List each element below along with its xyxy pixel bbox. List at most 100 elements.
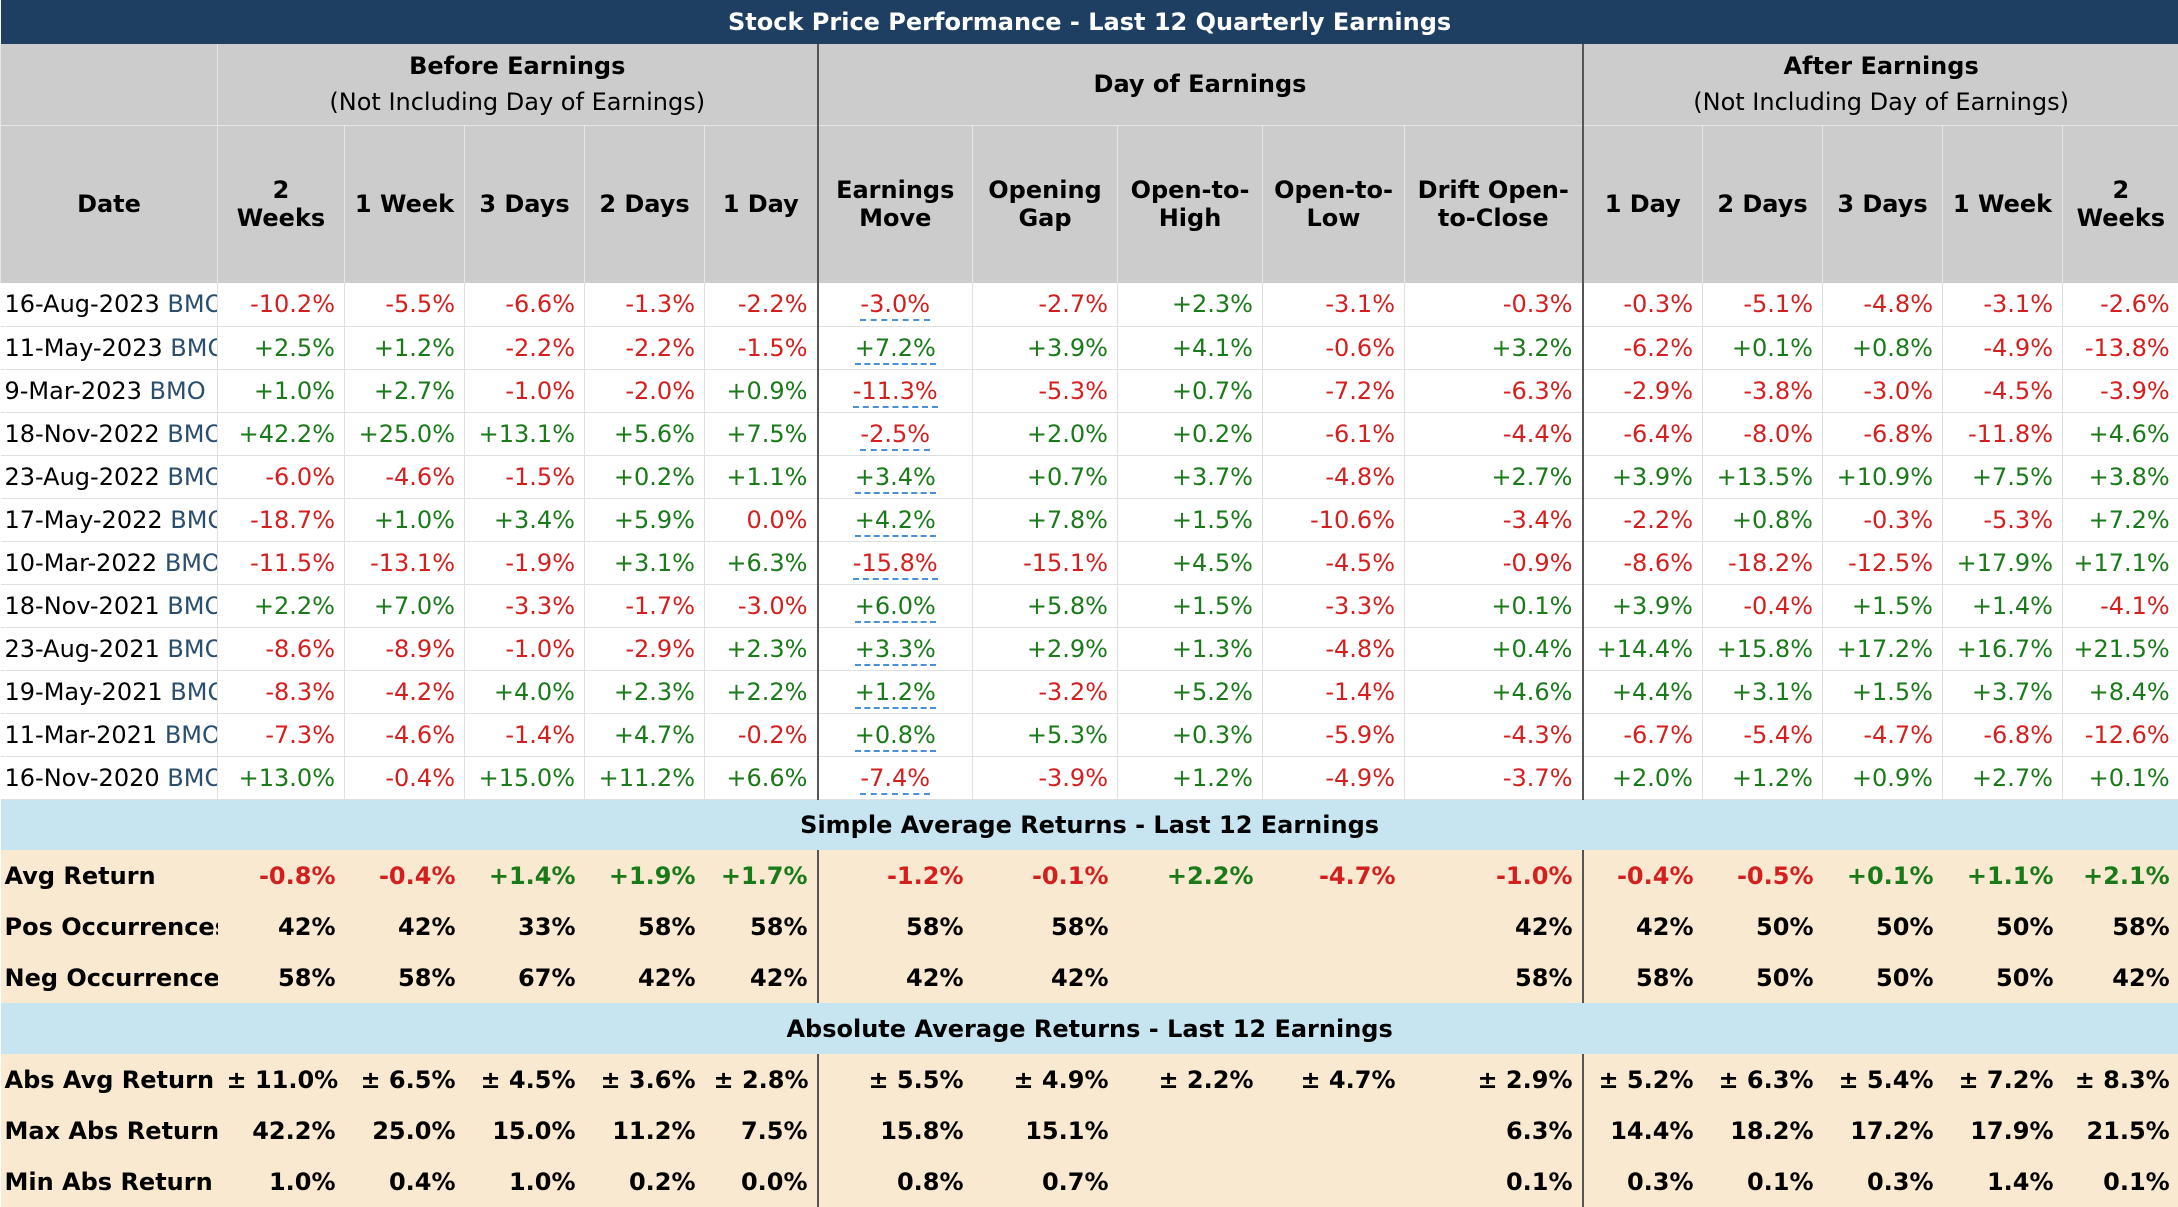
stat-value: -0.4%: [345, 850, 465, 901]
stat-value: +1.1%: [1943, 850, 2063, 901]
table-row: 16-Nov-2020 BMO+13.0%-0.4%+15.0%+11.2%+6…: [1, 756, 2178, 799]
return-cell: +7.2%: [2063, 498, 2178, 541]
return-cell: -4.5%: [1263, 541, 1405, 584]
after-earnings-subtitle: (Not Including Day of Earnings): [1593, 84, 2170, 120]
earnings-move-value[interactable]: +7.2%: [855, 334, 936, 365]
return-cell: -4.8%: [1263, 455, 1405, 498]
return-cell: +4.0%: [465, 670, 585, 713]
earnings-move-cell[interactable]: +7.2%: [818, 326, 973, 369]
stat-value: 58%: [345, 952, 465, 1003]
stat-value: 17.9%: [1943, 1105, 2063, 1156]
stat-value: 42%: [2063, 952, 2178, 1003]
return-cell: +2.5%: [218, 326, 345, 369]
stat-value: 42%: [705, 952, 818, 1003]
return-cell: +13.0%: [218, 756, 345, 799]
return-cell: +7.8%: [973, 498, 1118, 541]
return-cell: +3.8%: [2063, 455, 2178, 498]
return-cell: -0.4%: [1703, 584, 1823, 627]
earnings-move-value[interactable]: +3.4%: [855, 463, 936, 494]
return-cell: -4.3%: [1405, 713, 1583, 756]
before-earnings-title: Before Earnings: [409, 52, 625, 80]
earnings-move-cell[interactable]: +0.8%: [818, 713, 973, 756]
stat-value: ± 3.6%: [585, 1054, 705, 1105]
stat-value: [1263, 1156, 1405, 1207]
return-cell: -4.8%: [1263, 627, 1405, 670]
earnings-move-cell[interactable]: -7.4%: [818, 756, 973, 799]
return-cell: -2.9%: [1583, 369, 1703, 412]
stat-value: 0.0%: [705, 1156, 818, 1207]
stat-value: ± 4.5%: [465, 1054, 585, 1105]
return-cell: -5.3%: [973, 369, 1118, 412]
return-cell: +0.1%: [1703, 326, 1823, 369]
earnings-move-value[interactable]: +3.3%: [855, 635, 936, 666]
earnings-timing: BMO: [165, 549, 218, 577]
earnings-move-cell[interactable]: +1.2%: [818, 670, 973, 713]
earnings-timing: BMO: [167, 592, 217, 620]
return-cell: +3.9%: [1583, 584, 1703, 627]
stat-value: ± 6.5%: [345, 1054, 465, 1105]
earnings-date-cell: 23-Aug-2021 BMO: [1, 627, 218, 670]
return-cell: -3.4%: [1405, 498, 1583, 541]
earnings-date-cell: 11-Mar-2021 BMO: [1, 713, 218, 756]
return-cell: +5.6%: [585, 412, 705, 455]
earnings-move-value[interactable]: -2.5%: [860, 420, 930, 451]
return-cell: -3.2%: [973, 670, 1118, 713]
return-cell: +17.1%: [2063, 541, 2178, 584]
return-cell: -5.4%: [1703, 713, 1823, 756]
stat-value: 25.0%: [345, 1105, 465, 1156]
return-cell: +3.1%: [1703, 670, 1823, 713]
return-cell: +0.1%: [1405, 584, 1583, 627]
return-cell: +2.3%: [1118, 283, 1263, 326]
return-cell: +7.5%: [705, 412, 818, 455]
earnings-move-cell[interactable]: +6.0%: [818, 584, 973, 627]
return-cell: -4.2%: [345, 670, 465, 713]
earnings-move-cell[interactable]: -2.5%: [818, 412, 973, 455]
stat-value: [1118, 901, 1263, 952]
earnings-date: 16-Aug-2023: [5, 290, 168, 318]
return-cell: +4.6%: [2063, 412, 2178, 455]
stat-row: Abs Avg Return± 11.0%± 6.5%± 4.5%± 3.6%±…: [1, 1054, 2178, 1105]
earnings-move-value[interactable]: -15.8%: [853, 549, 938, 580]
stat-value: 50%: [1943, 901, 2063, 952]
column-header: 1 Week: [345, 125, 465, 283]
column-header: 1 Week: [1943, 125, 2063, 283]
return-cell: -4.6%: [345, 455, 465, 498]
return-cell: -1.4%: [1263, 670, 1405, 713]
earnings-move-value[interactable]: +6.0%: [855, 592, 936, 623]
earnings-move-cell[interactable]: +3.4%: [818, 455, 973, 498]
earnings-move-value[interactable]: -3.0%: [860, 290, 930, 321]
stat-value: 42%: [585, 952, 705, 1003]
stat-value: 0.8%: [818, 1156, 973, 1207]
earnings-date-cell: 18-Nov-2021 BMO: [1, 584, 218, 627]
earnings-move-value[interactable]: -7.4%: [860, 764, 930, 795]
earnings-move-value[interactable]: +0.8%: [855, 721, 936, 752]
return-cell: -12.6%: [2063, 713, 2178, 756]
stat-row: Avg Return-0.8%-0.4%+1.4%+1.9%+1.7%-1.2%…: [1, 850, 2178, 901]
earnings-date-cell: 17-May-2022 BMO: [1, 498, 218, 541]
return-cell: +15.8%: [1703, 627, 1823, 670]
earnings-date-cell: 18-Nov-2022 BMO: [1, 412, 218, 455]
stat-value: [1263, 952, 1405, 1003]
earnings-move-value[interactable]: -11.3%: [853, 377, 938, 408]
earnings-move-value[interactable]: +4.2%: [855, 506, 936, 537]
return-cell: -12.5%: [1823, 541, 1943, 584]
return-cell: +2.7%: [1405, 455, 1583, 498]
return-cell: +6.3%: [705, 541, 818, 584]
stat-value: 33%: [465, 901, 585, 952]
earnings-move-cell[interactable]: +4.2%: [818, 498, 973, 541]
earnings-move-value[interactable]: +1.2%: [855, 678, 936, 709]
earnings-move-cell[interactable]: +3.3%: [818, 627, 973, 670]
return-cell: -6.2%: [1583, 326, 1703, 369]
table-row: 17-May-2022 BMO-18.7%+1.0%+3.4%+5.9%0.0%…: [1, 498, 2178, 541]
return-cell: +2.0%: [973, 412, 1118, 455]
earnings-move-cell[interactable]: -11.3%: [818, 369, 973, 412]
stat-value: 0.2%: [585, 1156, 705, 1207]
earnings-move-cell[interactable]: -3.0%: [818, 283, 973, 326]
earnings-move-cell[interactable]: -15.8%: [818, 541, 973, 584]
stat-label: Min Abs Return: [1, 1156, 218, 1207]
stat-value: ± 5.5%: [818, 1054, 973, 1105]
earnings-timing: BMO: [167, 764, 217, 792]
return-cell: -4.6%: [345, 713, 465, 756]
